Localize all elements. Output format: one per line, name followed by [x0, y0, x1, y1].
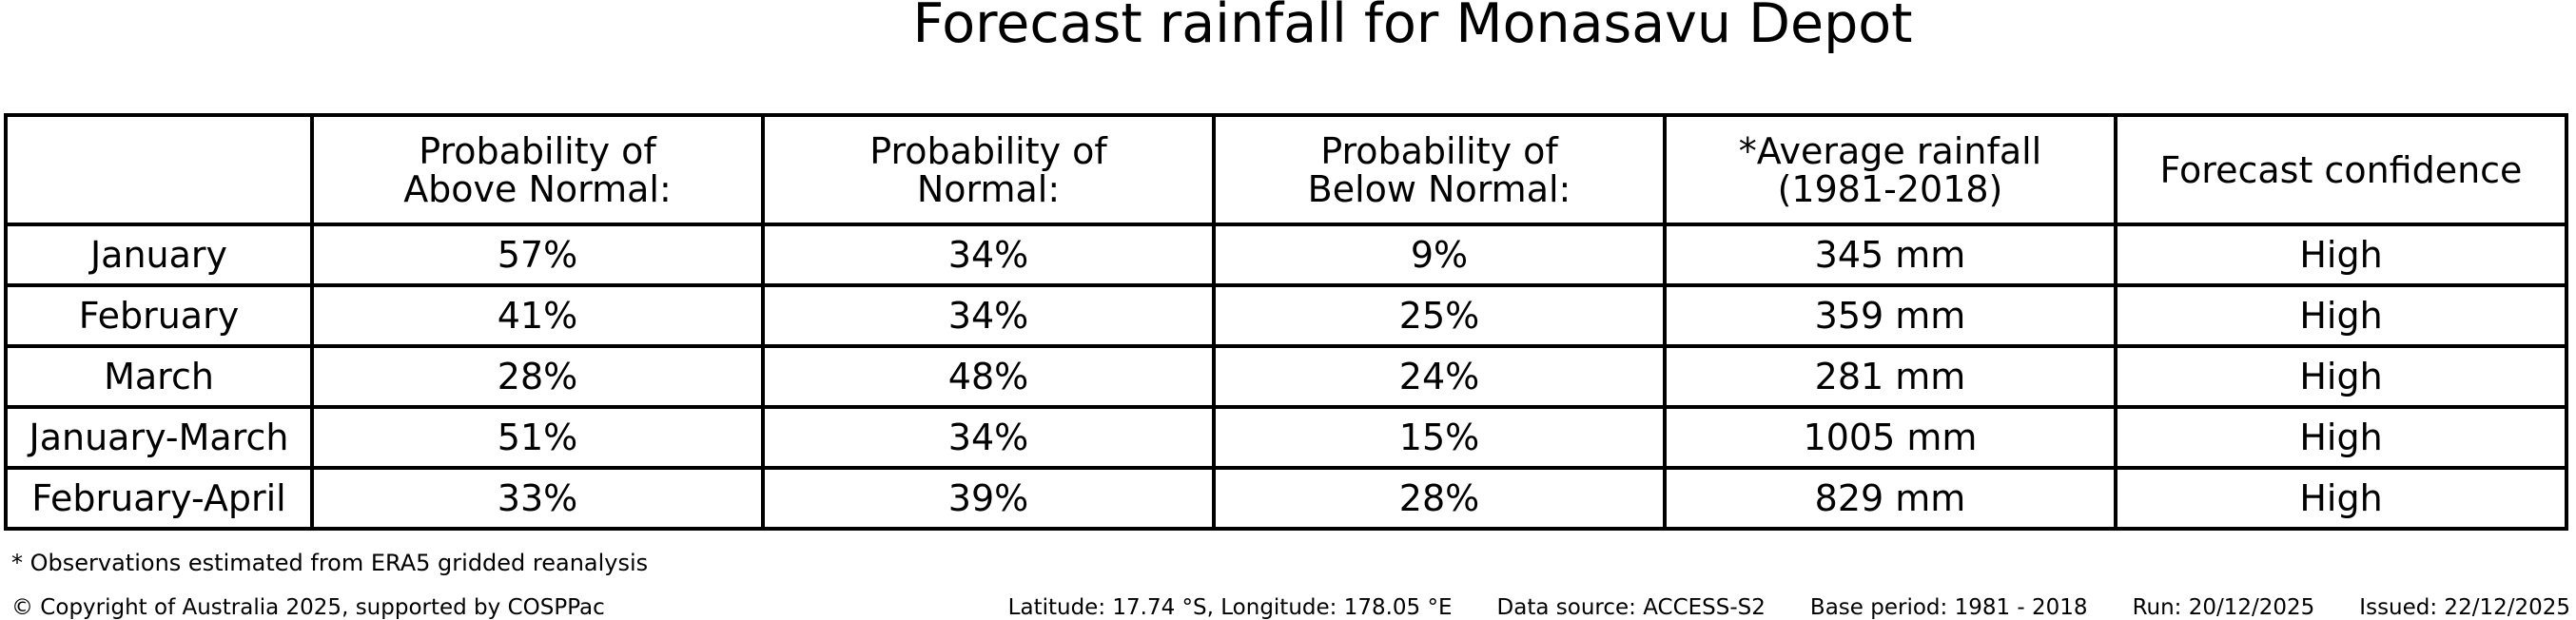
header-line: Normal: [916, 167, 1061, 210]
corner-cell [4, 113, 314, 226]
cell-above-normal: 51% [310, 405, 765, 470]
cell-normal: 34% [761, 405, 1216, 470]
table-row-march: March 28% 48% 24% 281 mm High [4, 344, 2568, 409]
data-source-text: Data source: ACCESS-S2 [1496, 595, 1766, 620]
cell-confidence: High [2114, 405, 2568, 470]
table-header-row: Probability of Above Normal: Probability… [4, 113, 2568, 226]
column-header-below-normal: Probability of Below Normal: [1212, 113, 1667, 226]
row-label: March [4, 344, 314, 409]
header-line: Below Normal: [1307, 167, 1571, 210]
cell-confidence: High [2114, 466, 2568, 531]
cell-average-rainfall: 1005 mm [1663, 405, 2117, 470]
cell-below-normal: 24% [1212, 344, 1667, 409]
cell-average-rainfall: 829 mm [1663, 466, 2117, 531]
row-label: January-March [4, 405, 314, 470]
cell-below-normal: 28% [1212, 466, 1667, 531]
location-text: Latitude: 17.74 °S, Longitude: 178.05 °E [1007, 595, 1453, 620]
column-header-average-rainfall: *Average rainfall (1981-2018) [1663, 113, 2117, 226]
cell-average-rainfall: 359 mm [1663, 283, 2117, 348]
row-label: February-April [4, 466, 314, 531]
forecast-table-wrap: Probability of Above Normal: Probability… [4, 113, 2568, 531]
cell-below-normal: 25% [1212, 283, 1667, 348]
row-label: January [4, 223, 314, 287]
header-line: *Average rainfall [1738, 129, 2042, 172]
cell-confidence: High [2114, 344, 2568, 409]
cell-above-normal: 41% [310, 283, 765, 348]
header-line: Probability of [869, 129, 1107, 172]
forecast-table: Probability of Above Normal: Probability… [4, 113, 2568, 531]
cell-below-normal: 9% [1212, 223, 1667, 287]
cell-normal: 39% [761, 466, 1216, 531]
footnote: * Observations estimated from ERA5 gridd… [11, 550, 649, 576]
cell-above-normal: 57% [310, 223, 765, 287]
cell-above-normal: 28% [310, 344, 765, 409]
footer-metadata: Latitude: 17.74 °S, Longitude: 178.05 °E… [1008, 595, 2570, 620]
issued-date-text: Issued: 22/12/2025 [2359, 595, 2570, 620]
cell-normal: 48% [761, 344, 1216, 409]
table-row-february: February 41% 34% 25% 359 mm High [4, 283, 2568, 348]
copyright-text: © Copyright of Australia 2025, supported… [11, 595, 605, 620]
column-header-forecast-confidence: Forecast confidence [2114, 113, 2568, 226]
header-line: Probability of [1320, 129, 1558, 172]
column-header-normal: Probability of Normal: [761, 113, 1216, 226]
cell-below-normal: 15% [1212, 405, 1667, 470]
cell-confidence: High [2114, 283, 2568, 348]
header-line: Forecast confidence [2159, 148, 2523, 191]
footer-bar: © Copyright of Australia 2025, supported… [11, 595, 2570, 620]
page-title: Forecast rainfall for Monasavu Depot [912, 0, 1913, 55]
cell-average-rainfall: 281 mm [1663, 344, 2117, 409]
base-period-text: Base period: 1981 - 2018 [1809, 595, 2088, 620]
header-line: Probability of [419, 129, 656, 172]
table-row-february-april: February-April 33% 39% 28% 829 mm High [4, 466, 2568, 531]
cell-normal: 34% [761, 223, 1216, 287]
header-line: (1981-2018) [1777, 167, 2003, 210]
column-header-above-normal: Probability of Above Normal: [310, 113, 765, 226]
cell-normal: 34% [761, 283, 1216, 348]
table-row-january: January 57% 34% 9% 345 mm High [4, 223, 2568, 287]
cell-above-normal: 33% [310, 466, 765, 531]
run-date-text: Run: 20/12/2025 [2132, 595, 2315, 620]
cell-average-rainfall: 345 mm [1663, 223, 2117, 287]
header-line: Above Normal: [403, 167, 672, 210]
row-label: February [4, 283, 314, 348]
table-row-january-march: January-March 51% 34% 15% 1005 mm High [4, 405, 2568, 470]
cell-confidence: High [2114, 223, 2568, 287]
